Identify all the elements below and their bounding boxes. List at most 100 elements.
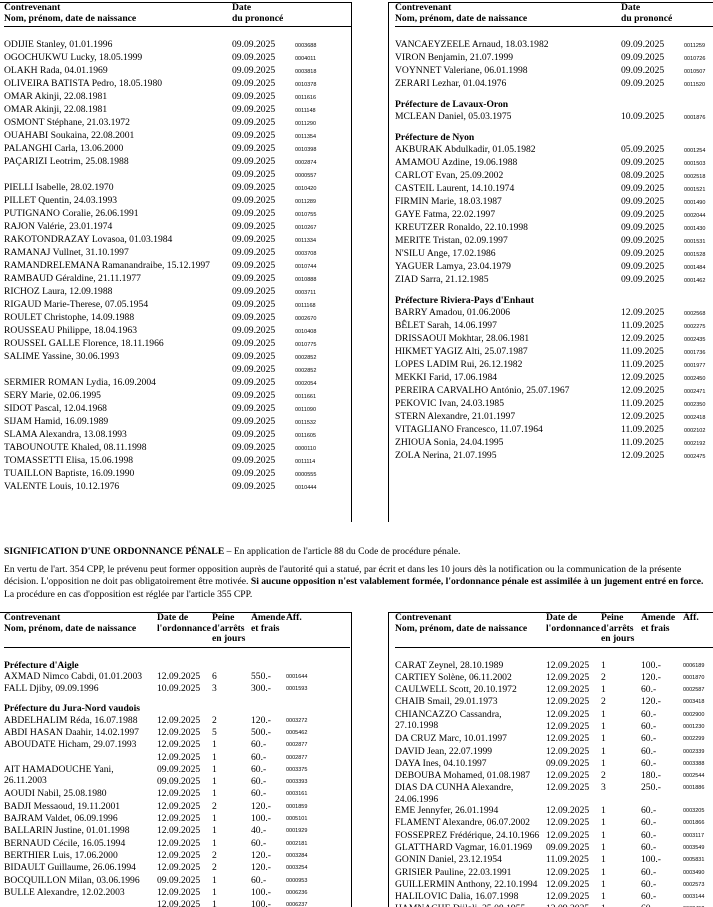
offender-name: N'SILU Ange, 17.02.1986: [395, 248, 496, 259]
table-header: Contrevenant Nom, prénom, date de naissan…: [4, 3, 351, 27]
case-number: 0002275: [684, 324, 706, 330]
column-header: [295, 3, 351, 27]
date: 12.09.2025: [546, 745, 590, 757]
date: 12.09.2025: [546, 659, 590, 671]
offender-name: BULLE Alexandre, 12.02.2003: [4, 886, 125, 898]
peine: 1: [601, 891, 606, 903]
amende: 60.-: [251, 776, 267, 788]
entry-row: OLAKH Rada, 04.01.1969 09.09.2025 0003818: [4, 65, 351, 78]
amende: 550.-: [251, 670, 271, 682]
entry-row: DEBOUBA Mohamed, 01.08.1987 12.09.2025 2 18…: [395, 770, 713, 782]
entry-row: RAMANDRELEMANA Ramanandraibe, 15.12.1997…: [4, 260, 351, 273]
column-header-line: d'arrêts: [212, 622, 245, 634]
amende: 500.-: [251, 726, 271, 738]
column-header-line: Nom, prénom, date de naissance: [4, 622, 137, 634]
peine: 1: [601, 684, 606, 696]
offender-name: VIRON Benjamin, 21.07.1999: [395, 52, 514, 63]
date: 09.09.2025: [232, 247, 276, 258]
entry-row: ODIJIE Stanley, 01.01.1996 09.09.2025 0003…: [4, 27, 351, 53]
entry-row: GRISIER Pauline, 22.03.1991 12.09.2025 1 60…: [395, 867, 713, 879]
amende: 100.-: [251, 899, 271, 907]
case-number: 0003711: [295, 290, 317, 296]
offender-name: RAMBAUD Géraldine, 21.11.1977: [4, 273, 141, 284]
offender-name: MERITE Tristan, 02.09.1997: [395, 235, 508, 246]
date: 09.09.2025: [232, 390, 276, 401]
date: 09.09.2025: [232, 364, 276, 375]
column-header-line: l'ordonnance: [157, 622, 211, 634]
entry-row: 12.09.2025 1 100.- 0006237: [4, 899, 350, 907]
case-number: 0002475: [684, 454, 706, 460]
entry-row: FLAMENT Alexandre, 06.07.2002 12.09.2025 1…: [395, 817, 713, 829]
offender-name: GLATTHARD Vagmar, 16.01.1969: [395, 841, 533, 853]
amende: 40.-: [251, 825, 267, 837]
offender-name: EME Jennyfer, 26.01.1994: [395, 805, 499, 817]
table-box: Contrevenant Nom, prénom, date de naissan…: [388, 612, 713, 907]
section-row: Préfecture d'Aigle: [4, 647, 350, 671]
peine: 1: [212, 813, 217, 825]
offender-name: FALL Djiby, 09.09.1996: [4, 683, 99, 695]
case-number: 0011148: [295, 108, 316, 114]
date: 12.09.2025: [157, 751, 201, 763]
case-number: 0010888: [295, 277, 317, 283]
column-header-line: du prononcé: [232, 12, 284, 24]
case-number: 0001230: [683, 723, 705, 730]
date: 12.09.2025: [157, 670, 201, 682]
entry-row: ZERARI Lezhar, 01.04.1976 09.09.2025 00115…: [395, 78, 713, 91]
entry-row: GAYE Fatma, 22.02.1997 09.09.2025 0002044: [395, 209, 713, 222]
case-number: 0005101: [286, 816, 308, 823]
date: 09.09.2025: [232, 78, 276, 89]
date: 09.09.2025: [621, 52, 665, 63]
column-header-line: et frais: [251, 622, 280, 634]
date: 12.09.2025: [546, 817, 590, 829]
date: 12.09.2025: [621, 385, 665, 396]
date: 11.09.2025: [621, 424, 664, 435]
entry-row: SERY Marie, 02.06.1995 09.09.2025 0011661: [4, 390, 351, 403]
offender-name: AXMAD Nimco Cabdi, 01.01.2003: [4, 670, 143, 682]
offender-name: BIDAULT Guillaume, 26.06.1994: [4, 862, 136, 874]
column-header: Date de l'ordonnance: [546, 612, 601, 648]
entry-row: VOYNNET Valeriane, 06.01.1998 09.09.2025 0…: [395, 65, 713, 78]
date: 05.09.2025: [621, 144, 665, 155]
case-number: 0010775: [295, 342, 317, 348]
case-number: 0010755: [295, 212, 317, 218]
date: 09.09.2025: [621, 235, 665, 246]
date: 12.09.2025: [621, 333, 665, 344]
case-number: 0002044: [684, 213, 706, 219]
entry-row: CHIANCAZZO Cassandra, 27.10.1998 12.09.20…: [395, 709, 713, 731]
amende: 120.-: [251, 849, 271, 861]
date: 09.09.2025: [232, 169, 276, 180]
section-row: Préfecture de Nyon: [395, 124, 713, 144]
column-header: Amende et frais: [251, 613, 286, 648]
column-header: Aff.: [286, 613, 350, 648]
date: 11.09.2025: [621, 398, 664, 409]
offender-name: ROULET Christophe, 14.09.1988: [4, 312, 135, 323]
entry-row: N'SILU Ange, 17.02.1986 09.09.2025 0001528: [395, 248, 713, 261]
case-number: 0003818: [295, 69, 317, 75]
column-header: Date de l'ordonnance: [157, 613, 212, 648]
column-header-line: Contrevenant: [395, 612, 452, 623]
table: Contrevenant Nom, prénom, date de naissan…: [395, 613, 713, 907]
date: 09.09.2025: [232, 208, 276, 219]
amende: 100.-: [641, 854, 661, 866]
entry-row: ZHIOUA Sonia, 24.04.1995 11.09.2025 000219…: [395, 437, 713, 450]
case-number: 0002452: [683, 903, 713, 907]
offender-name: ZHIOUA Sonia, 24.04.1995: [395, 437, 504, 448]
case-number: 0002192: [684, 441, 706, 447]
entry-row: RAJON Valérie, 23.01.1974 09.09.2025 00102…: [4, 221, 351, 234]
date: 09.09.2025: [232, 156, 276, 167]
date: 09.09.2025: [232, 468, 276, 479]
date: 09.09.2025: [621, 261, 665, 272]
case-number: 0010398: [295, 147, 317, 153]
case-number: 0001736: [684, 350, 706, 356]
entry-row: EME Jennyfer, 26.01.1994 12.09.2025 1 60.- 0…: [395, 805, 713, 817]
entry-row: CAULWELL Scott, 20.10.1972 12.09.2025 1 60.…: [395, 684, 713, 696]
amende: 60.-: [641, 903, 683, 907]
case-number: 0011354: [295, 134, 317, 140]
case-number: 0001644: [286, 673, 308, 680]
table-body: VANCAEYZEELE Arnaud, 18.03.1982 09.09.202…: [395, 27, 713, 464]
column-header-line: Date de: [546, 612, 578, 623]
date: 12.09.2025: [157, 825, 201, 837]
entry-row: LOPES LADIM Rui, 26.12.1982 11.09.2025 000…: [395, 359, 713, 372]
offender-name: DEBOUBA Mohamed, 01.08.1987: [395, 770, 531, 782]
